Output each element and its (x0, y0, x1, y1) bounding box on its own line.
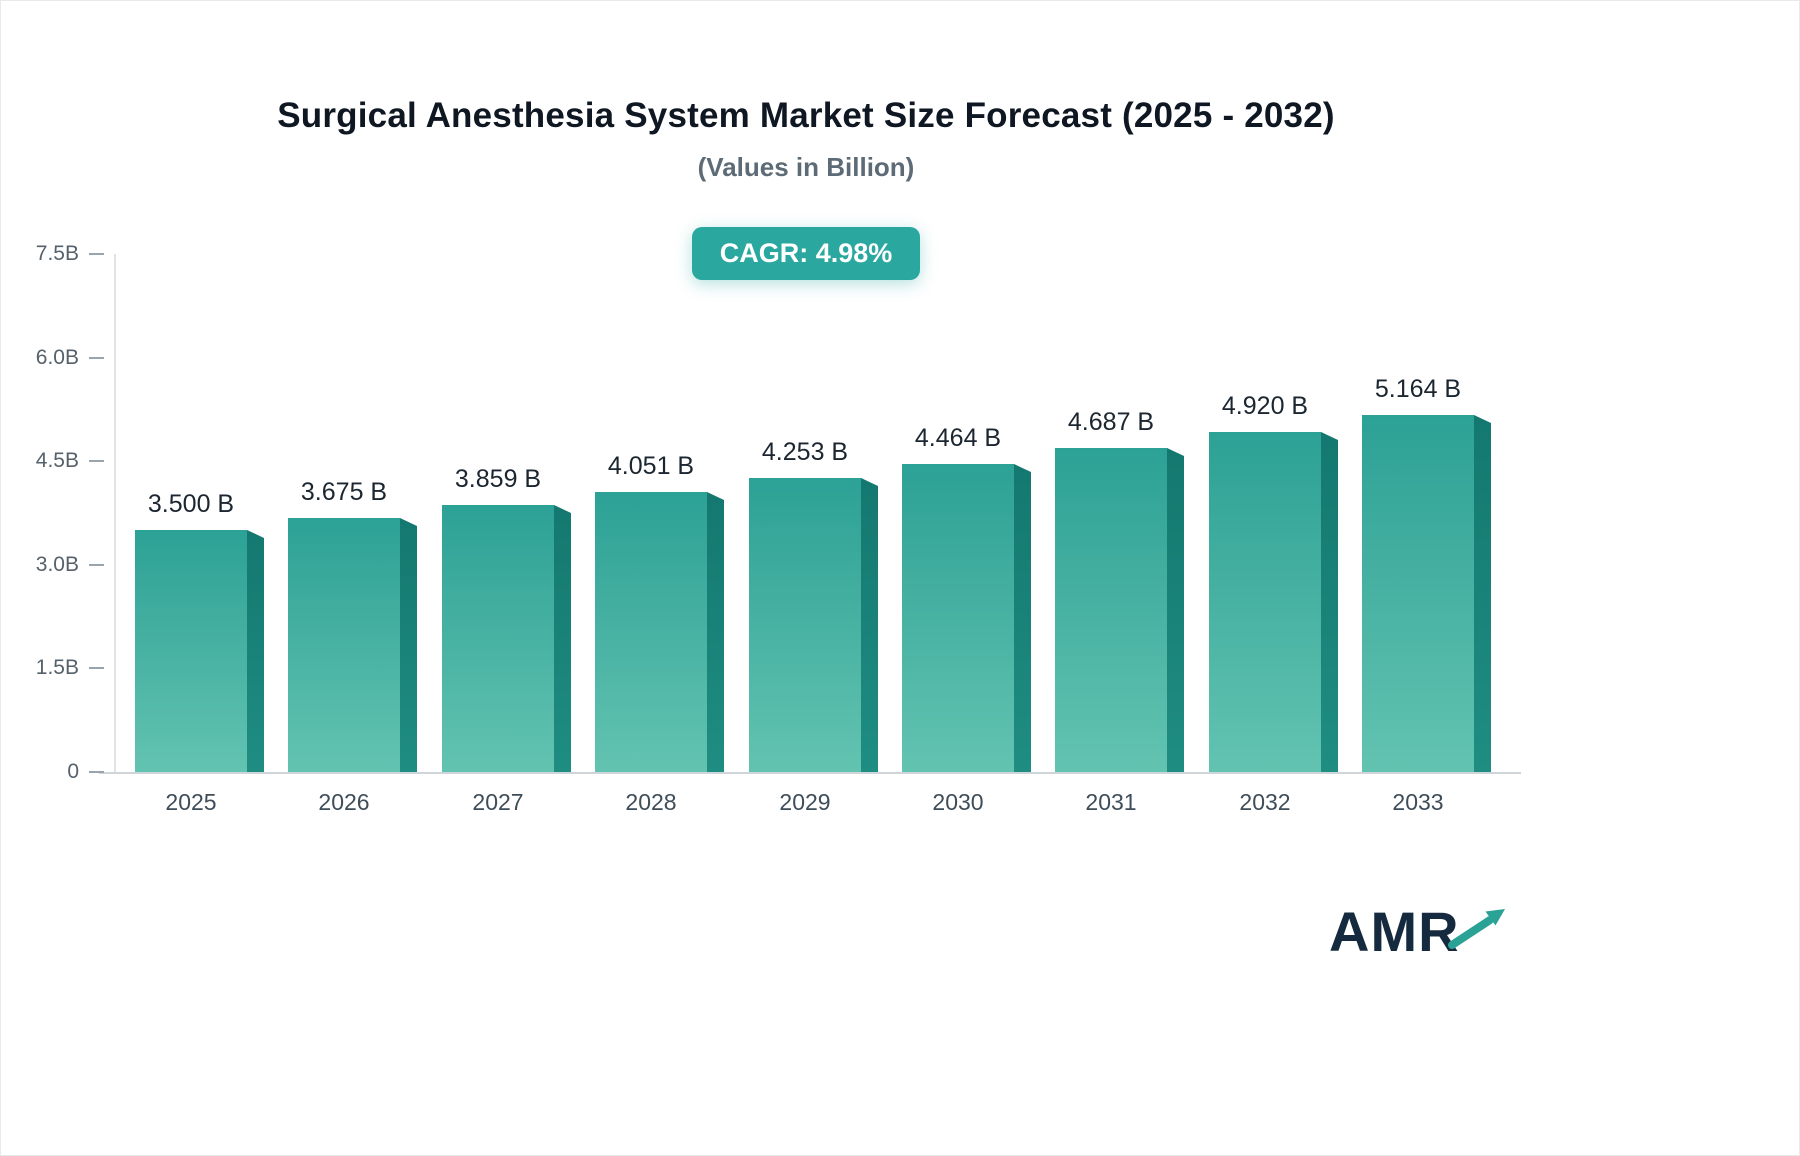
bar-side-face (400, 518, 417, 772)
y-tick-mark (89, 563, 104, 566)
y-tick-mark (89, 253, 104, 255)
y-tick-label: 7.5B (35, 242, 79, 265)
bar-value-label: 4.253 B (761, 438, 849, 466)
y-tick-mark (89, 667, 104, 670)
x-axis-label: 2025 (165, 789, 217, 815)
bar-side-face (1167, 448, 1184, 772)
chart-title: Surgical Anesthesia System Market Size F… (277, 96, 1335, 135)
bar (749, 478, 878, 772)
chart-subtitle: (Values in Billion) (697, 152, 915, 182)
amr-logo: AMR (1329, 899, 1512, 964)
bar-face (1362, 415, 1474, 772)
bar-side-face (1014, 464, 1031, 772)
bar-value-label: 4.051 B (607, 452, 695, 480)
x-axis-label: 2032 (1239, 789, 1291, 815)
bar-side-face (861, 478, 878, 772)
x-axis-line (99, 772, 1521, 774)
bar (595, 492, 724, 772)
bar-value-label: 4.920 B (1221, 392, 1309, 420)
x-axis-label: 2027 (472, 789, 524, 815)
bar (288, 518, 417, 772)
bar (1055, 448, 1184, 772)
x-axis-label: 2031 (1085, 789, 1137, 815)
y-tick-label: 1.5B (35, 656, 79, 680)
bar-face (595, 492, 707, 772)
bar (442, 505, 571, 772)
x-axis-label: 2029 (779, 789, 831, 815)
bar-side-face (247, 530, 264, 772)
y-tick-label: 6.0B (35, 345, 79, 369)
x-axis-label: 2026 (318, 789, 370, 815)
bar (1209, 432, 1338, 772)
bar-face (288, 518, 400, 772)
y-tick-mark (89, 771, 104, 773)
bar-value-label: 3.859 B (454, 465, 542, 493)
badge-row: CAGR: 4.98% (1, 227, 1611, 280)
bar-side-face (707, 492, 724, 772)
bar-side-face (554, 505, 571, 772)
bar-value-label: 3.500 B (147, 490, 235, 518)
growth-arrow-icon (1447, 908, 1505, 949)
y-tick-label: 3.0B (35, 552, 79, 576)
bar-face (749, 478, 861, 772)
y-tick-label: 4.5B (35, 449, 79, 473)
bar-value-label: 4.687 B (1067, 408, 1155, 436)
x-axis-label: 2028 (625, 789, 677, 815)
bar-face (1209, 432, 1321, 772)
bar-side-face (1321, 432, 1338, 772)
bar-face (1055, 448, 1167, 772)
bar (1362, 415, 1491, 772)
y-tick-mark (89, 356, 104, 359)
y-tick-label: 0 (67, 760, 79, 783)
bar-value-label: 3.675 B (300, 478, 388, 506)
x-axis-label: 2030 (932, 789, 984, 815)
bar-value-label: 5.164 B (1374, 375, 1462, 403)
bar (135, 530, 264, 772)
bar-side-face (1474, 415, 1491, 772)
x-axis-label: 2033 (1392, 789, 1444, 815)
bar-face (135, 530, 247, 772)
bar-face (902, 464, 1014, 772)
chart-header: Surgical Anesthesia System Market Size F… (1, 96, 1611, 183)
y-tick-mark (89, 460, 104, 463)
y-axis-line (114, 254, 116, 772)
bar (902, 464, 1031, 772)
bar-face (442, 505, 554, 772)
amr-logo-text: AMR (1329, 900, 1460, 963)
bar-value-label: 4.464 B (914, 424, 1002, 452)
cagr-badge: CAGR: 4.98% (691, 227, 921, 280)
